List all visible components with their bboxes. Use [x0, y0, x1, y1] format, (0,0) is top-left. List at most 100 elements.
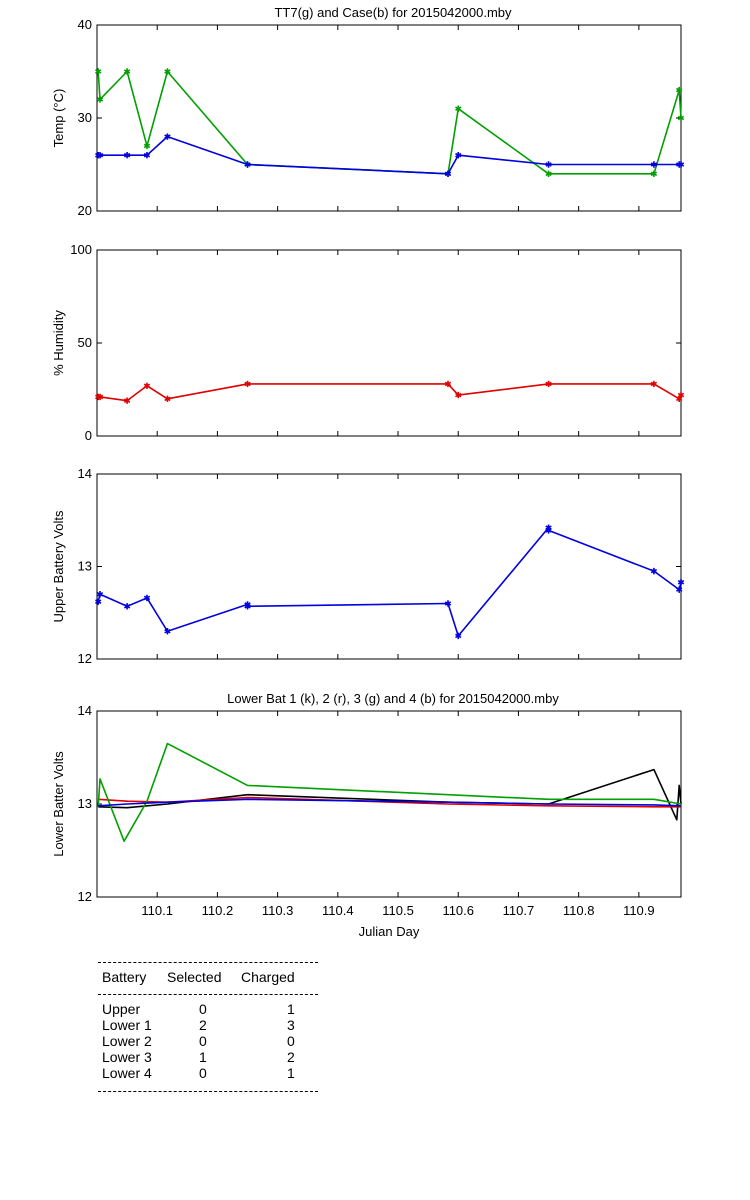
data-point — [545, 170, 552, 177]
data-point — [164, 628, 171, 635]
y-tick-label: 0 — [85, 428, 92, 443]
data-point — [123, 603, 131, 610]
data-point — [96, 152, 104, 159]
data-point — [96, 393, 104, 401]
data-point — [677, 579, 685, 586]
data-point — [244, 161, 251, 168]
plot-frame — [96, 473, 682, 660]
y-tick-label: 13 — [78, 559, 92, 574]
y-axis-label: % Humidity — [51, 310, 66, 376]
cell-charged: 0 — [287, 1033, 295, 1049]
series-line — [98, 768, 682, 821]
y-tick-label: 12 — [78, 889, 92, 904]
data-point — [95, 598, 102, 605]
cell-battery: Lower 2 — [102, 1033, 152, 1049]
cell-charged: 3 — [287, 1017, 295, 1033]
data-point — [455, 152, 462, 159]
x-tick-label: 110.2 — [202, 903, 234, 918]
y-tick-label: 12 — [78, 651, 92, 666]
data-point — [164, 395, 171, 402]
table-header: Battery Selected Charged — [98, 963, 318, 994]
cell-selected: 1 — [199, 1049, 207, 1065]
table-row: Lower 3 1 2 — [98, 1049, 318, 1065]
table-row: Upper 0 1 — [98, 1001, 318, 1017]
x-tick-label: 110.7 — [503, 903, 535, 918]
data-point — [444, 380, 452, 388]
data-point — [123, 152, 131, 159]
data-point — [143, 382, 151, 389]
data-point — [455, 105, 462, 112]
table-top-rule — [98, 962, 318, 963]
y-tick-label: 20 — [78, 203, 92, 218]
data-point — [677, 114, 685, 122]
data-point — [164, 68, 171, 75]
data-point — [143, 152, 151, 159]
battery-table: Battery Selected Charged Upper 0 1 Lower… — [98, 962, 318, 1092]
y-tick-label: 14 — [78, 466, 92, 481]
data-point — [96, 591, 104, 598]
table-body: Upper 0 1 Lower 1 2 3 Lower 2 0 0 Lower … — [98, 995, 318, 1091]
data-point — [244, 380, 251, 388]
y-tick-label: 100 — [70, 242, 92, 257]
data-point — [96, 96, 104, 103]
data-point — [650, 567, 658, 575]
cell-battery: Lower 1 — [102, 1017, 152, 1033]
y-axis-label: Temp (°C) — [51, 89, 66, 148]
y-tick-label: 30 — [78, 110, 92, 125]
data-point — [545, 527, 552, 534]
header-charged: Charged — [241, 969, 295, 985]
chart-title: TT7(g) and Case(b) for 2015042000.mby — [274, 5, 512, 20]
data-point — [650, 170, 658, 177]
table-header-rule — [98, 994, 318, 995]
series-line — [98, 383, 682, 402]
plot-frame — [96, 249, 682, 437]
data-point — [123, 397, 131, 404]
data-point — [444, 170, 452, 177]
data-point — [123, 68, 131, 75]
data-point — [444, 600, 452, 607]
data-point — [676, 86, 683, 94]
y-tick-label: 14 — [78, 703, 92, 718]
series-line — [97, 70, 682, 175]
x-tick-label: 110.6 — [442, 903, 474, 918]
series-line — [97, 742, 682, 843]
cell-battery: Lower 3 — [102, 1049, 152, 1065]
data-point — [164, 133, 171, 140]
data-point — [244, 603, 251, 610]
series-line — [98, 135, 681, 175]
data-point — [455, 632, 462, 640]
x-tick-label: 110.5 — [382, 903, 414, 918]
table-row: Lower 2 0 0 — [98, 1033, 318, 1049]
cell-selected: 2 — [199, 1017, 207, 1033]
data-point — [677, 391, 685, 399]
series-line — [98, 798, 682, 807]
y-tick-label: 13 — [78, 796, 92, 811]
x-tick-label: 110.8 — [563, 903, 595, 918]
x-tick-label: 110.4 — [322, 903, 354, 918]
data-point — [143, 594, 151, 602]
y-tick-label: 40 — [78, 17, 92, 32]
x-axis-label: Julian Day — [359, 924, 420, 939]
data-point — [545, 380, 552, 388]
data-point — [95, 68, 102, 75]
data-point — [650, 161, 658, 168]
header-selected: Selected — [167, 969, 222, 985]
cell-charged: 1 — [287, 1001, 295, 1017]
data-point — [676, 586, 683, 593]
series-line — [97, 526, 682, 637]
data-point — [677, 161, 685, 168]
y-axis-label: Upper Battery Volts — [51, 510, 66, 622]
x-tick-label: 110.9 — [623, 903, 655, 918]
x-tick-label: 110.3 — [262, 903, 294, 918]
data-point — [455, 391, 462, 399]
y-axis-label: Lower Batter Volts — [51, 751, 66, 857]
data-point — [143, 142, 151, 150]
plot-frame — [96, 24, 682, 212]
data-point — [650, 380, 658, 388]
cell-selected: 0 — [199, 1033, 207, 1049]
cell-battery: Lower 4 — [102, 1065, 152, 1081]
y-tick-label: 50 — [78, 335, 92, 350]
header-battery: Battery — [102, 969, 147, 985]
table-row: Lower 1 2 3 — [98, 1017, 318, 1033]
chart-title: Lower Bat 1 (k), 2 (r), 3 (g) and 4 (b) … — [227, 691, 559, 706]
